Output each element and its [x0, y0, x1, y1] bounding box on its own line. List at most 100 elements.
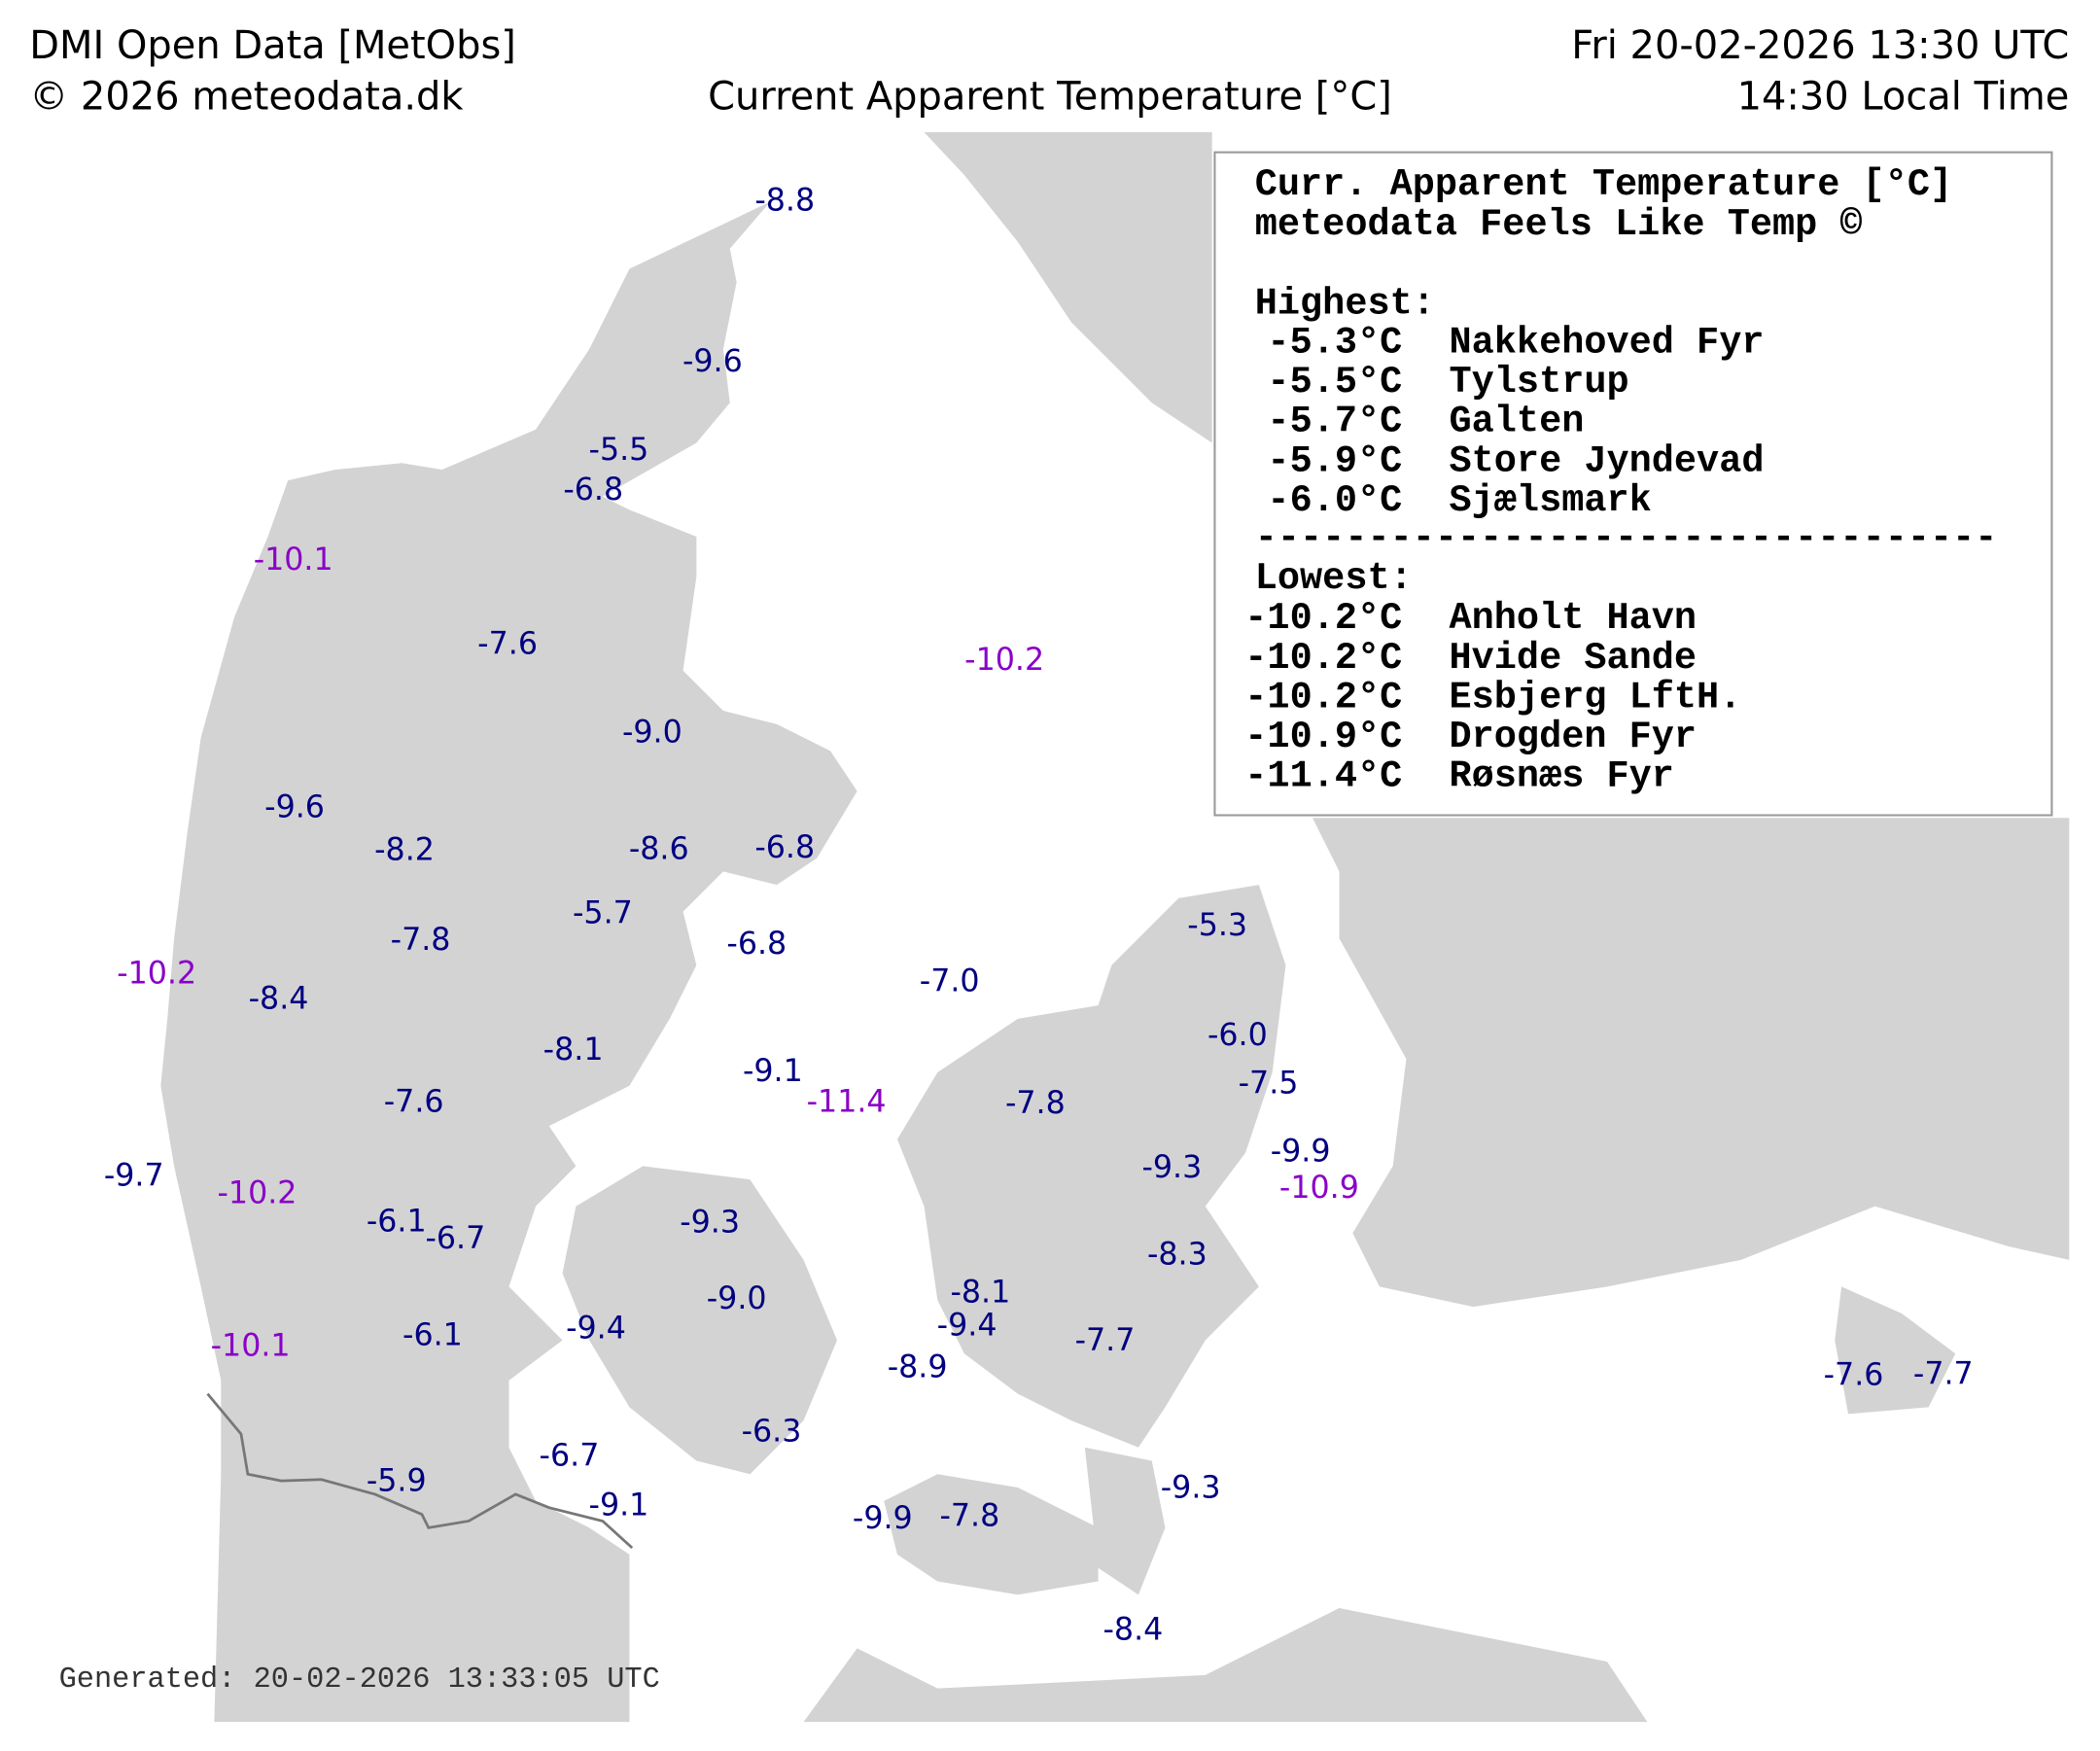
station-temperature: -10.2	[117, 956, 196, 991]
station-temperature: -6.3	[742, 1415, 802, 1450]
station-temperature: -6.7	[540, 1438, 600, 1473]
station-temperature: -9.0	[622, 715, 682, 750]
norway-sweden-west	[924, 131, 1212, 443]
station-temperature: -10.2	[218, 1175, 298, 1210]
station-temperature: -9.9	[853, 1501, 913, 1536]
station-temperature: -10.1	[254, 543, 333, 578]
lowest-station: Hvide Sande	[1450, 637, 1698, 680]
station-temperature: -8.8	[754, 184, 815, 219]
funen	[562, 1166, 837, 1475]
station-temperature: -6.8	[563, 473, 623, 508]
station-temperature: -9.0	[707, 1281, 767, 1316]
footer: Generated: 20-02-2026 13:33:05 UTC	[59, 1663, 660, 1697]
legend: Curr. Apparent Temperature [°C] meteodat…	[1213, 151, 2053, 817]
station-temperature: -7.7	[1075, 1323, 1136, 1358]
title: Current Apparent Temperature [°C]	[708, 75, 1392, 120]
highest-value: -5.7°C	[1267, 401, 1402, 443]
station-temperature: -9.6	[682, 344, 743, 379]
lowest-value: -10.9°C	[1244, 716, 1402, 758]
legend-box	[1213, 151, 2053, 817]
station-temperature: -10.9	[1279, 1171, 1359, 1206]
local-time: 14:30 Local Time	[1737, 75, 2070, 120]
border	[206, 1392, 634, 1550]
station-temperature: -6.7	[425, 1221, 485, 1256]
highest-label: Highest:	[1255, 282, 1435, 325]
falster	[1084, 1447, 1166, 1595]
jutland	[160, 201, 858, 1723]
lowest-value: -10.2°C	[1244, 597, 1402, 640]
lowest-value: -11.4°C	[1244, 755, 1402, 798]
station-temperature: -6.8	[754, 830, 815, 865]
station-temperature: -9.6	[264, 790, 325, 825]
separator: ---------------------------------	[1255, 517, 1998, 560]
lowest-value: -10.2°C	[1244, 637, 1402, 680]
highest-station: Sjælsmark	[1450, 479, 1652, 522]
highest-station: Nakkehoved Fyr	[1450, 321, 1765, 364]
station-temperature: -9.7	[104, 1158, 164, 1193]
legend-title: Curr. Apparent Temperature [°C]	[1255, 163, 1952, 206]
station-temperature: -7.6	[384, 1085, 444, 1120]
highest-value: -5.3°C	[1267, 321, 1402, 364]
station-temperature: -5.5	[589, 433, 649, 468]
station-temperature: -6.1	[367, 1204, 427, 1239]
station-temperature: -6.0	[1208, 1018, 1268, 1053]
highest-value: -5.5°C	[1267, 361, 1402, 403]
station-temperature: -8.2	[374, 833, 435, 868]
station-temperature: -7.5	[1239, 1066, 1299, 1101]
station-temperature: -9.3	[1161, 1470, 1221, 1505]
lowest-label: Lowest:	[1255, 557, 1413, 600]
land	[160, 131, 2070, 1723]
station-temperature: -8.3	[1147, 1238, 1208, 1273]
station-temperature: -7.6	[477, 627, 538, 662]
station-temperature: -8.1	[950, 1275, 1010, 1310]
highest-value: -5.9°C	[1267, 439, 1402, 482]
station-temperature: -7.8	[1005, 1086, 1066, 1121]
highest-station: Store Jyndevad	[1450, 439, 1765, 482]
highest-station: Galten	[1450, 401, 1585, 443]
header: DMI Open Data [MetObs] © 2026 meteodata.…	[29, 23, 2069, 119]
lowest-station: Røsnæs Fyr	[1450, 755, 1674, 798]
station-temperature: -8.4	[249, 982, 309, 1017]
station-temperature: -9.4	[937, 1309, 998, 1344]
lowest-station: Anholt Havn	[1450, 597, 1698, 640]
station-temperature: -8.6	[629, 831, 689, 866]
station-temperature: -8.9	[888, 1349, 948, 1384]
source: DMI Open Data [MetObs]	[29, 23, 516, 68]
station-temperature: -5.7	[573, 895, 633, 930]
germany	[803, 1608, 1648, 1723]
stations: -8.8 -9.6 -5.5 -6.8 -10.1 -7.6 -10.2 -9.0 -9.6 -8…	[104, 184, 1974, 1648]
station-temperature: -9.1	[589, 1488, 649, 1523]
sweden	[1312, 818, 2070, 1308]
station-temperature: -9.4	[566, 1311, 626, 1346]
station-temperature: -5.3	[1187, 908, 1247, 943]
station-temperature: -8.4	[1103, 1612, 1164, 1647]
station-temperature: -8.1	[543, 1033, 604, 1068]
station-temperature: -10.2	[964, 643, 1044, 678]
station-temperature: -6.8	[726, 927, 787, 962]
station-temperature: -7.8	[391, 923, 451, 958]
station-temperature: -10.1	[211, 1328, 291, 1363]
highest-station: Tylstrup	[1450, 361, 1629, 403]
station-temperature: -7.0	[920, 964, 980, 999]
lowest-station: Drogden Fyr	[1450, 716, 1698, 758]
highest-value: -6.0°C	[1267, 479, 1402, 522]
station-temperature: -9.3	[680, 1206, 740, 1241]
lolland	[884, 1474, 1099, 1595]
station-temperature: -11.4	[807, 1085, 887, 1120]
station-temperature: -9.3	[1141, 1150, 1202, 1185]
station-temperature: -5.9	[367, 1464, 427, 1499]
zealand	[896, 885, 1286, 1448]
station-temperature: -6.1	[402, 1317, 463, 1352]
datetime-utc: Fri 20-02-2026 13:30 UTC	[1571, 23, 2069, 68]
bornholm	[1835, 1286, 1956, 1415]
lowest-station: Esbjerg LftH.	[1450, 676, 1742, 718]
lowest-value: -10.2°C	[1244, 676, 1402, 718]
station-temperature: -9.1	[743, 1054, 803, 1089]
station-temperature: -9.9	[1271, 1135, 1331, 1170]
station-temperature: -7.6	[1824, 1358, 1884, 1393]
copyright: © 2026 meteodata.dk	[29, 75, 464, 120]
legend-subtitle: meteodata Feels Like Temp ©	[1255, 203, 1863, 246]
station-temperature: -7.8	[939, 1498, 999, 1533]
